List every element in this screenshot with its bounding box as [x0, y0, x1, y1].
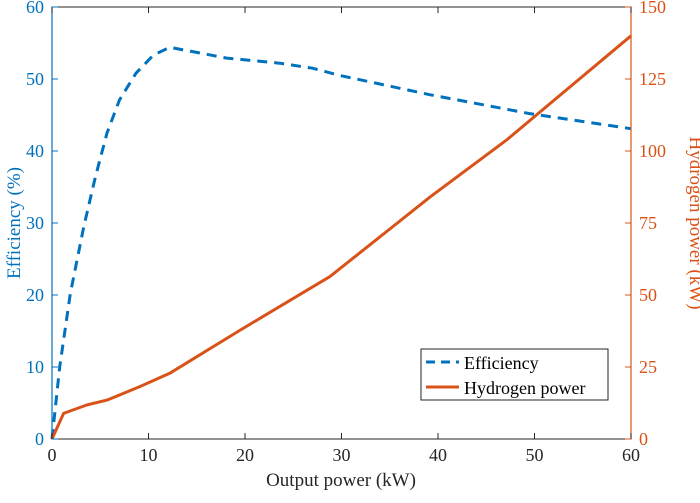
x-tick-label: 60 — [622, 445, 640, 465]
x-tick-label: 10 — [140, 445, 158, 465]
left-y-tick-label: 40 — [26, 141, 44, 161]
right-y-tick-label: 75 — [639, 213, 657, 233]
x-tick-label: 20 — [236, 445, 254, 465]
left-y-tick-label: 50 — [26, 69, 44, 89]
left-y-tick-label: 0 — [35, 429, 44, 449]
right-y-tick-label: 50 — [639, 285, 657, 305]
x-axis-label: Output power (kW) — [266, 470, 416, 491]
efficiency-line — [50, 45, 632, 440]
legend: Efficiency Hydrogen power — [420, 348, 609, 401]
legend-box — [420, 348, 609, 401]
right-axis-label: Hydrogen power (kW) — [685, 136, 700, 309]
left-y-tick-label: 10 — [26, 357, 44, 377]
x-tick-label: 30 — [333, 445, 351, 465]
right-y-tick-label: 25 — [639, 357, 657, 377]
left-y-tick-label: 20 — [26, 285, 44, 305]
left-axis-label: Efficiency (%) — [4, 167, 25, 279]
right-y-tick-label: 0 — [639, 429, 648, 449]
right-y-tick-label: 150 — [639, 0, 666, 17]
right-y-tick-label: 100 — [639, 141, 666, 161]
hydrogen-power-line — [50, 34, 632, 440]
legend-hydrogen-label: Hydrogen power — [464, 378, 585, 398]
right-y-tick-label: 125 — [639, 69, 666, 89]
left-y-tick-label: 30 — [26, 213, 44, 233]
legend-efficiency-label: Efficiency — [464, 353, 539, 373]
x-tick-label: 0 — [48, 445, 57, 465]
x-tick-label: 50 — [526, 445, 544, 465]
x-tick-label: 40 — [429, 445, 447, 465]
left-y-tick-label: 60 — [26, 0, 44, 17]
